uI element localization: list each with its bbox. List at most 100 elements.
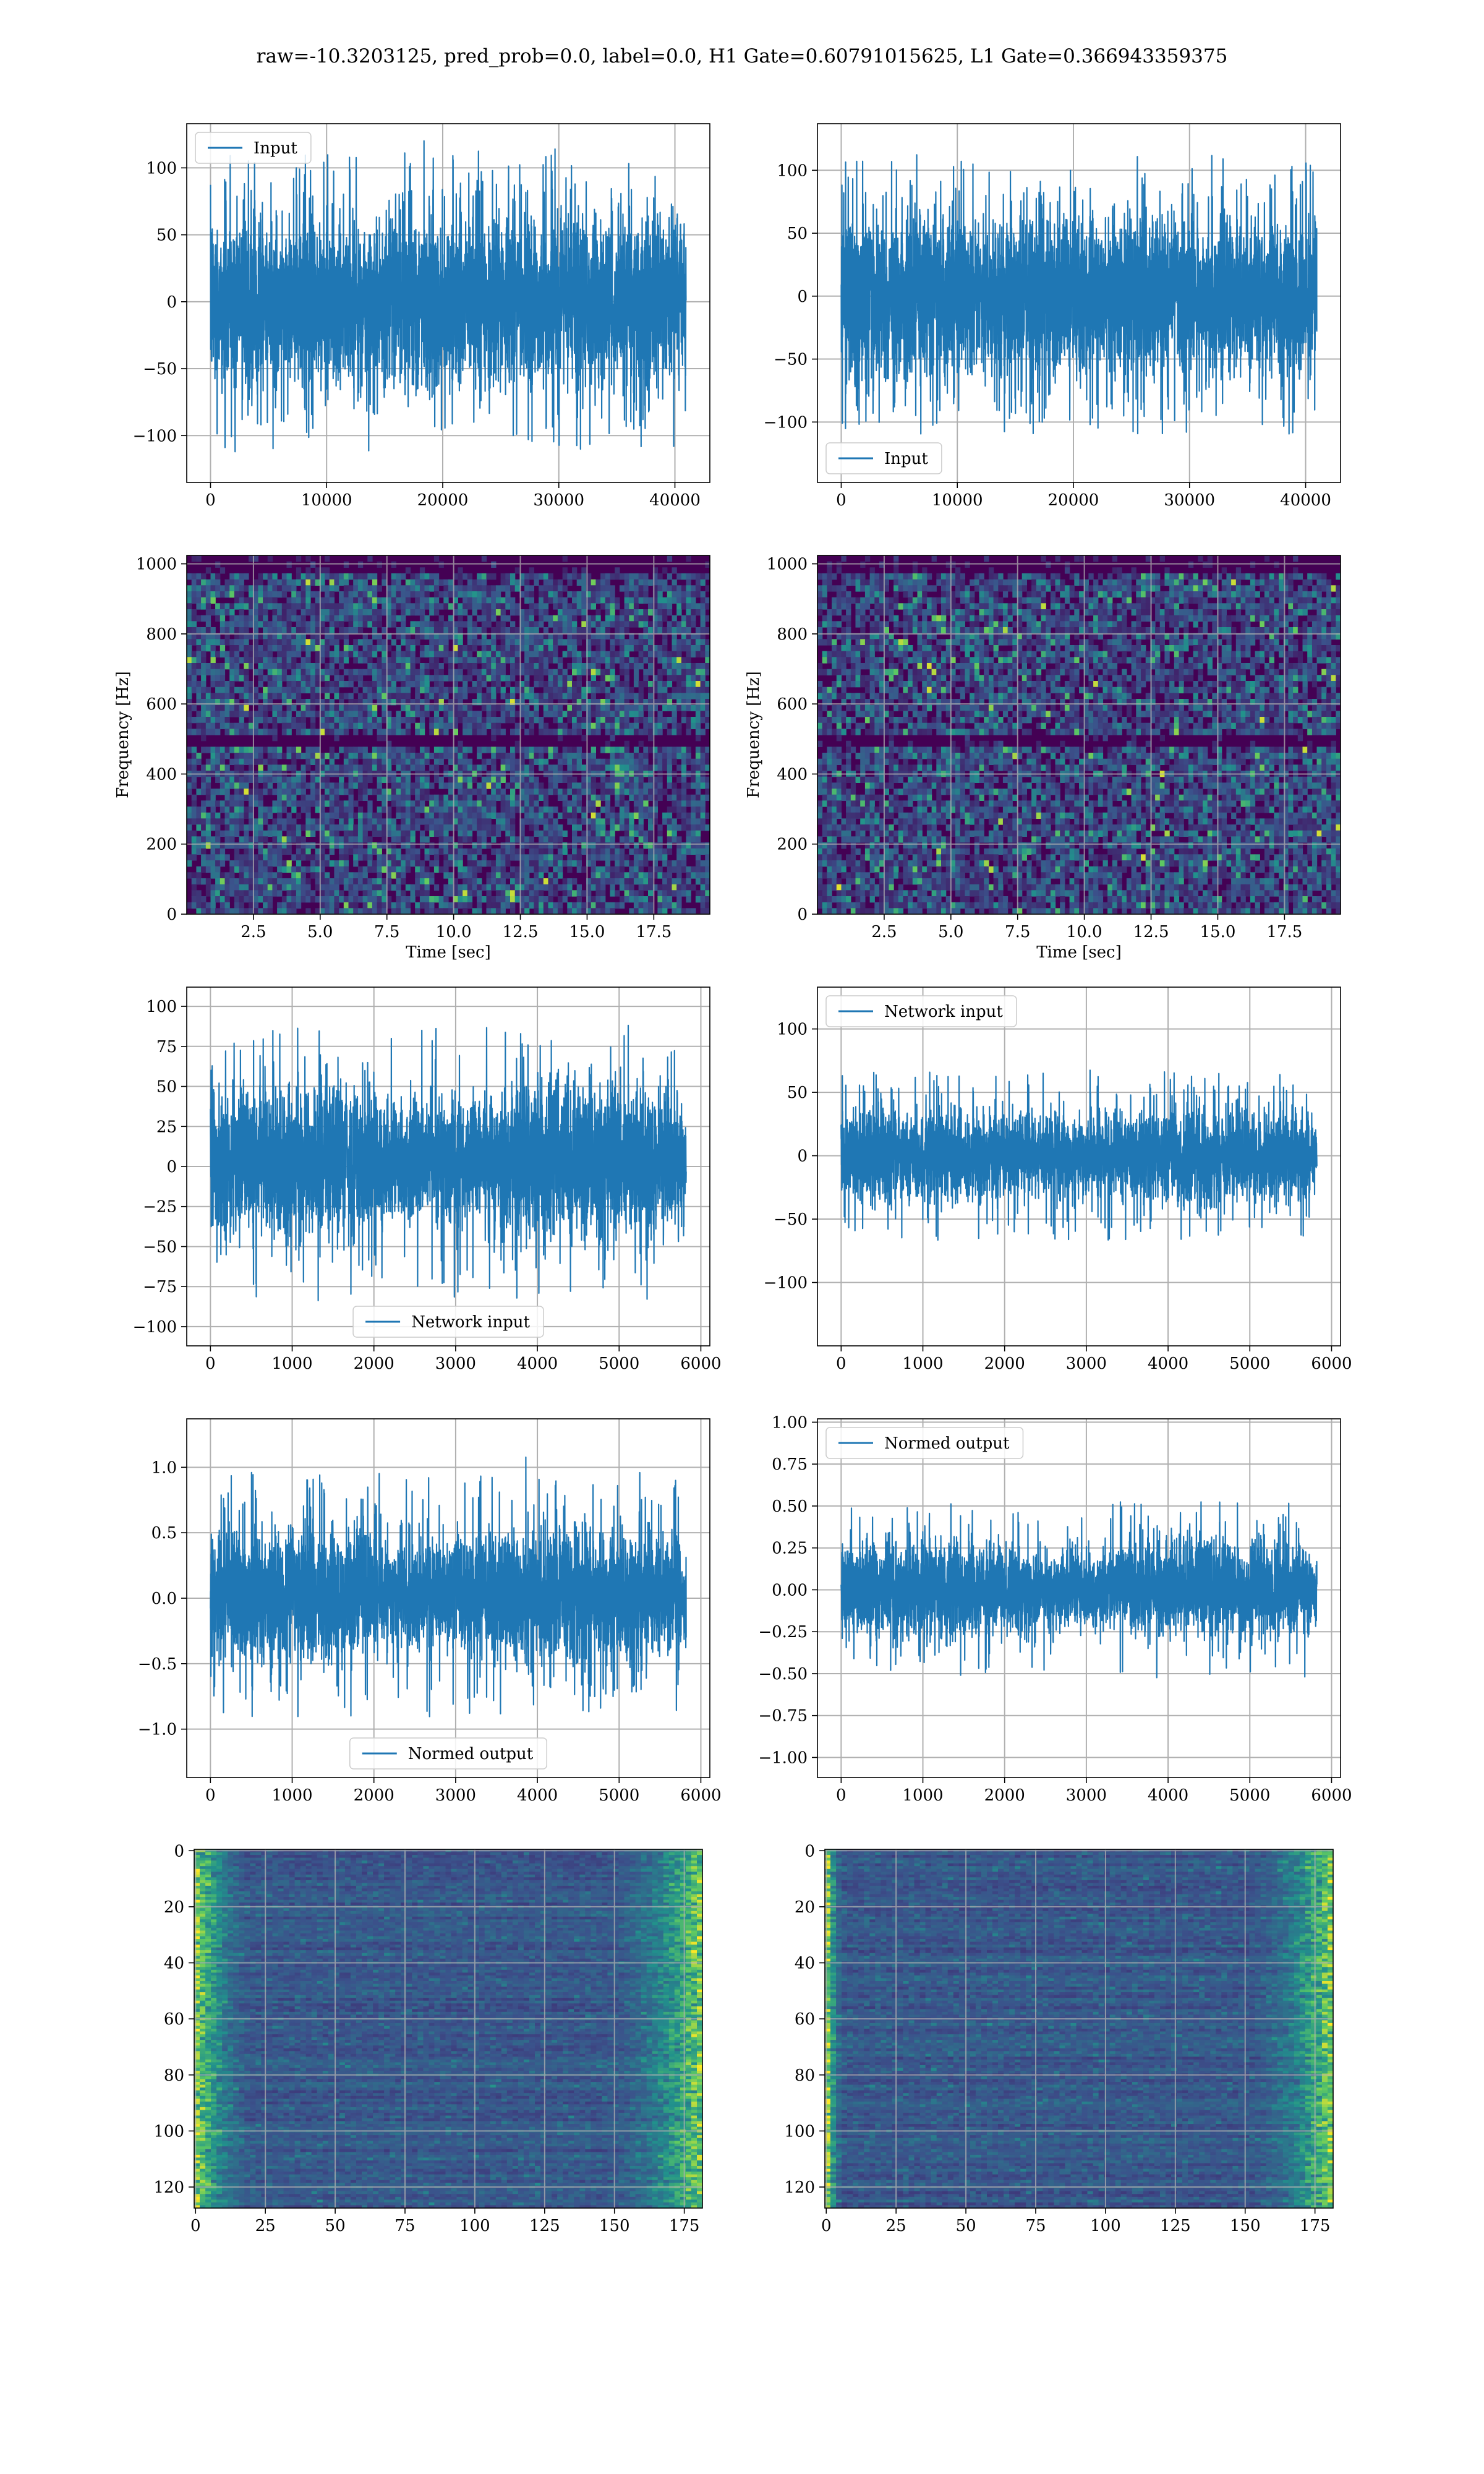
chart-h1-network-input-xtick-label: 4000 (517, 1355, 558, 1373)
chart-l1-spectrogram-xlabel: Time [sec] (1036, 943, 1122, 962)
chart-l1-normed-output-ytick-label: 0.75 (772, 1455, 808, 1474)
chart-h1-spectrogram-ytick-label: 600 (146, 695, 177, 714)
chart-l1-spectrogram-cells (817, 555, 1341, 914)
chart-l1-feature-map-xtick-label: 125 (1160, 2217, 1191, 2235)
chart-h1-input-xtick-label: 20000 (417, 491, 469, 510)
chart-h1-input-xtick-label: 0 (205, 491, 216, 510)
chart-h1-network-input-xtick-label: 5000 (599, 1355, 639, 1373)
chart-h1-network-input-xtick-label: 0 (205, 1355, 216, 1373)
chart-h1-feature-map-xtick-label: 175 (669, 2217, 700, 2235)
chart-l1-spectrogram-ytick-label: 600 (777, 695, 808, 714)
chart-l1-normed-output-xtick-label: 4000 (1148, 1786, 1188, 1805)
chart-l1-spectrogram-ytick-label: 200 (777, 836, 808, 854)
chart-l1-feature-map-ytick-label: 80 (795, 2066, 815, 2085)
chart-l1-spectrogram-xtick-label: 10.0 (1067, 923, 1102, 941)
chart-h1-normed-output-xtick-label: 2000 (354, 1786, 394, 1805)
chart-l1-spectrogram-xtick-label: 17.5 (1266, 923, 1302, 941)
chart-l1-network-input-legend-label: Network input (884, 1003, 1003, 1021)
chart-h1-spectrogram-xtick-label: 5.0 (307, 923, 333, 941)
chart-l1-spectrogram-ytick-label: 1000 (767, 555, 808, 574)
chart-l1-feature-map-xtick-label: 75 (1025, 2217, 1046, 2235)
chart-h1-network-input-ytick-label: 100 (146, 998, 177, 1016)
chart-h1-normed-output-ytick-label: −1.0 (138, 1721, 177, 1739)
chart-h1-spectrogram-frame (186, 555, 710, 915)
chart-h1-input-ytick-label: 50 (156, 226, 177, 245)
chart-h1-feature-map-xtick-label: 150 (599, 2217, 630, 2235)
chart-l1-input-xtick-label: 0 (836, 491, 846, 510)
chart-l1-feature-map-xtick-label: 50 (956, 2217, 976, 2235)
chart-l1-spectrogram-frame (817, 555, 1341, 915)
chart-h1-network-input-ytick-label: −100 (133, 1318, 177, 1337)
chart-l1-feature-map-ytick-label: 100 (784, 2122, 815, 2141)
chart-l1-feature-map-ytick-label: 60 (795, 2010, 815, 2029)
chart-h1-network-input-xtick-label: 1000 (271, 1355, 312, 1373)
chart-l1-input-plot-area (817, 124, 1341, 482)
chart-l1-input-xtick-label: 20000 (1048, 491, 1099, 510)
chart-h1-spectrogram-ytick-label: 200 (146, 836, 177, 854)
chart-l1-normed-output-ytick-label: −0.50 (758, 1665, 808, 1684)
chart-l1-feature-map-ytick-label: 0 (804, 1842, 815, 1860)
chart-l1-spectrogram-plot-area (817, 555, 1341, 914)
chart-h1-feature-map-xtick-label: 25 (255, 2217, 276, 2235)
chart-h1-spectrogram-xtick-label: 2.5 (241, 923, 266, 941)
chart-l1-network-input-ytick-label: 50 (787, 1084, 808, 1102)
chart-l1-normed-output-ytick-label: 0.25 (772, 1539, 808, 1558)
chart-h1-spectrogram-xtick-label: 7.5 (374, 923, 399, 941)
chart-h1-input-xtick-label: 10000 (301, 491, 352, 510)
chart-h1-normed-output-legend-box (349, 1737, 547, 1770)
chart-l1-network-input-series-0 (840, 1069, 1318, 1241)
chart-l1-normed-output-series-0 (840, 1501, 1318, 1679)
chart-l1-network-input-ytick-label: −100 (764, 1274, 808, 1293)
chart-l1-spectrogram-ytick-label: 0 (797, 905, 808, 924)
chart-h1-spectrogram-grid (187, 555, 710, 914)
chart-l1-feature-map-xtick-label: 150 (1230, 2217, 1261, 2235)
chart-l1-feature-map-ytick-label: 40 (795, 1954, 815, 1973)
chart-l1-input-ytick-label: 0 (797, 288, 808, 306)
chart-h1-network-input-xtick-label: 6000 (680, 1355, 721, 1373)
chart-l1-feature-map-grid (825, 1849, 1333, 2208)
chart-l1-network-input-xtick-label: 1000 (902, 1355, 943, 1373)
chart-h1-input-ytick-label: −50 (143, 360, 177, 379)
chart-h1-spectrogram-ytick-label: 400 (146, 765, 177, 784)
chart-l1-normed-output-ytick-label: 0.00 (772, 1581, 808, 1599)
chart-l1-spectrogram-xtick-label: 12.5 (1133, 923, 1169, 941)
chart-l1-normed-output-ytick-label: −1.00 (758, 1748, 808, 1767)
chart-l1-feature-map-cells (825, 1849, 1333, 2208)
chart-l1-input-frame (817, 123, 1341, 483)
chart-l1-input-xtick-label: 10000 (932, 491, 983, 510)
chart-l1-network-input-frame (817, 987, 1341, 1346)
chart-h1-feature-map: 0 25 50 75 100 125 150 175 0 20 40 60 80 100 120 (153, 1842, 703, 2235)
chart-h1-spectrogram-plot-area (187, 555, 710, 914)
chart-h1-feature-map-xtick-label: 100 (459, 2217, 490, 2235)
chart-h1-network-input-legend: Network input (352, 1306, 544, 1338)
chart-h1-input-plot-area (187, 124, 710, 482)
chart-h1-normed-output-ytick-label: −0.5 (138, 1655, 177, 1674)
chart-l1-spectrogram-grid (817, 555, 1341, 914)
chart-l1-spectrogram-xtick-label: 7.5 (1005, 923, 1030, 941)
chart-h1-feature-map-plot-area (194, 1849, 702, 2208)
chart-h1-feature-map-ytick-label: 20 (164, 1898, 184, 1917)
chart-h1-normed-output-ytick-label: 0.5 (151, 1524, 177, 1543)
chart-h1-spectrogram: 2.5 5.0 7.5 10.0 12.5 15.0 17.5 0 200 400 600 800 10… (114, 555, 710, 962)
chart-l1-network-input-xtick-label: 2000 (984, 1355, 1025, 1373)
chart-l1-normed-output-xtick-label: 3000 (1066, 1786, 1107, 1805)
chart-l1-input-series-0 (840, 154, 1318, 435)
chart-l1-normed-output-xtick-label: 6000 (1311, 1786, 1352, 1805)
chart-h1-normed-output-xtick-label: 3000 (435, 1786, 476, 1805)
chart-h1-input: 0 10000 20000 30000 40000 −100 −50 0 50 100 Input (133, 123, 710, 510)
chart-h1-network-input-xtick-label: 3000 (435, 1355, 476, 1373)
chart-h1-input-xtick-label: 40000 (649, 491, 701, 510)
chart-l1-normed-output-frame (817, 1418, 1341, 1778)
chart-l1-input-legend: Input (825, 442, 942, 474)
chart-l1-normed-output-legend-box (825, 1427, 1024, 1459)
chart-h1-normed-output-xtick-label: 6000 (680, 1786, 721, 1805)
chart-l1-feature-map-xtick-label: 100 (1090, 2217, 1121, 2235)
chart-l1-feature-map-frame (824, 1849, 1334, 2209)
panels: 0 10000 20000 30000 40000−100−50050100Input0… (114, 123, 1352, 2235)
chart-h1-input-legend-label: Input (254, 139, 297, 158)
chart-h1-network-input: 0 1000 2000 3000 4000 5000 6000 −100 −75 −50 −25 0 2… (133, 987, 722, 1373)
chart-l1-feature-map: 0 25 50 75 100 125 150 175 0 20 40 60 80 100 120 (784, 1842, 1334, 2235)
chart-h1-network-input-ytick-label: −25 (143, 1198, 177, 1217)
chart-h1-network-input-legend-box (352, 1306, 544, 1338)
chart-h1-spectrogram-ytick-label: 0 (166, 905, 177, 924)
